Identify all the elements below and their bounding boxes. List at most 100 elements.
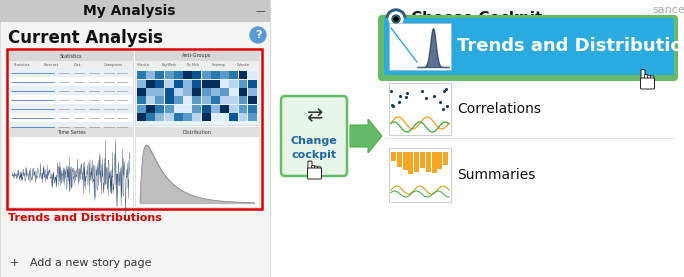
FancyArrow shape [350,119,382,153]
Bar [183,105,192,113]
Bar [0,0,270,22]
Bar [211,105,220,113]
Bar [146,105,155,113]
Text: ⇄: ⇄ [306,106,322,125]
Text: Trends and Distributions: Trends and Distributions [457,37,684,55]
FancyBboxPatch shape [650,76,654,82]
Bar [137,96,146,104]
Bar [9,86,133,95]
Bar [220,71,229,79]
Text: By Shift: By Shift [187,63,199,67]
FancyBboxPatch shape [648,75,651,82]
Text: Categories: Categories [104,63,123,67]
Bar [183,96,192,104]
Bar [202,71,211,79]
Bar [239,96,248,104]
Bar [146,71,155,79]
Bar [220,88,229,96]
Bar [137,105,146,113]
Point [439,88,450,93]
Text: Summaries: Summaries [457,168,536,182]
Bar [135,127,259,207]
Bar [202,88,211,96]
Bar [202,105,211,113]
Text: Anti-Groups: Anti-Groups [183,53,211,58]
Bar [248,88,256,96]
Bar [174,113,183,121]
FancyBboxPatch shape [315,166,318,172]
Point [440,87,451,92]
Point [401,95,412,99]
Point [435,100,446,104]
Bar [135,127,259,137]
Text: Statistics: Statistics [60,53,82,58]
Bar [229,113,238,121]
Bar [408,152,413,174]
Bar [437,152,443,169]
Bar [239,79,248,88]
Bar [165,96,174,104]
Bar [146,113,155,121]
Bar [248,79,256,88]
FancyBboxPatch shape [378,15,678,81]
Bar [239,113,248,121]
Bar [432,152,436,173]
FancyBboxPatch shape [384,18,674,75]
Circle shape [250,27,266,43]
Bar [248,96,256,104]
Bar [192,88,201,96]
Point [387,104,398,108]
Bar [135,51,259,61]
Text: sance: sance [652,5,684,15]
Text: Change
cockpit: Change cockpit [291,136,337,160]
Point [395,94,406,99]
Bar [146,96,155,104]
FancyBboxPatch shape [317,167,321,172]
Bar [165,71,174,79]
Circle shape [386,9,406,29]
Text: Current Analysis: Current Analysis [8,29,163,47]
Bar [220,113,229,121]
Bar [420,152,425,168]
Bar [9,61,133,69]
Bar [211,113,220,121]
Bar [165,79,174,88]
Bar [7,49,262,209]
Bar [9,77,133,86]
Bar [389,83,451,135]
Bar [211,71,220,79]
Bar [165,113,174,121]
Point [428,94,439,98]
Bar [443,152,448,165]
FancyBboxPatch shape [281,96,347,176]
Bar [137,113,146,121]
FancyBboxPatch shape [640,78,655,89]
Bar [229,105,238,113]
Bar [229,79,238,88]
Bar [165,105,174,113]
Bar [248,105,256,113]
Text: Choose Cockpit: Choose Cockpit [411,12,542,27]
Text: Calendar: Calendar [137,63,150,67]
Bar [9,51,133,61]
Bar [192,79,201,88]
Bar [137,88,146,96]
Text: Trends and Distributions: Trends and Distributions [8,213,162,223]
Text: Calendar: Calendar [237,63,250,67]
Point [393,99,404,104]
Bar [155,88,164,96]
FancyBboxPatch shape [308,161,312,171]
Text: Day/Week: Day/Week [162,63,177,67]
Bar [248,113,256,121]
Bar [174,105,183,113]
Bar [9,122,133,131]
Bar [229,96,238,104]
Point [438,106,449,111]
Bar [239,71,248,79]
Bar [146,79,155,88]
Bar [248,71,256,79]
Bar [220,79,229,88]
Bar [389,148,451,202]
Circle shape [394,17,398,21]
Bar [9,51,133,125]
